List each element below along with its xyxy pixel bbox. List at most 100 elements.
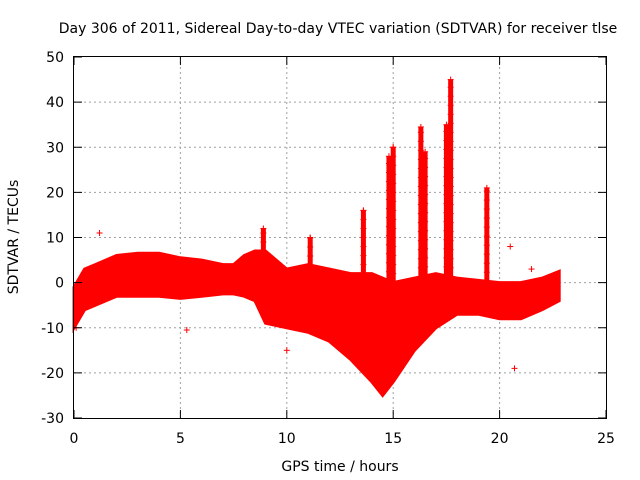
spike-marker: [360, 270, 367, 277]
spike-marker: [447, 156, 454, 163]
x-tick-label: 10: [278, 431, 296, 447]
spike-marker: [390, 180, 397, 187]
spike-marker: [422, 182, 429, 189]
spike-marker: [390, 243, 397, 250]
y-axis-label: SDTVAR / TECUs: [6, 180, 22, 295]
spike-marker: [390, 261, 397, 268]
x-tick-label: 15: [384, 431, 402, 447]
y-tick-label: -10: [41, 321, 64, 337]
spike-marker: [307, 253, 314, 260]
spike-marker: [390, 270, 397, 277]
spike-marker: [447, 147, 454, 154]
spike-marker: [447, 84, 454, 91]
spike-marker: [390, 225, 397, 232]
spike-marker: [447, 120, 454, 127]
spike-marker: [483, 260, 490, 267]
outlier-point: [511, 365, 518, 372]
sdtvar-point-band: [72, 249, 561, 398]
spike-marker: [422, 191, 429, 198]
plot-frame: [73, 56, 607, 419]
spike-peak-marker: [260, 225, 267, 232]
spike-marker: [447, 111, 454, 118]
spike-marker: [447, 93, 454, 100]
y-tick-labels: -30 -20 -10 0 10 20 30 40 50: [41, 50, 64, 427]
spike-marker: [422, 263, 429, 270]
spike-marker: [447, 255, 454, 262]
spike-marker: [390, 153, 397, 160]
spike-marker: [447, 102, 454, 109]
spike-marker: [422, 218, 429, 225]
spike-marker: [422, 245, 429, 252]
spike-marker: [417, 273, 424, 280]
spike-marker: [447, 237, 454, 244]
spike-marker: [390, 198, 397, 205]
spike-marker: [447, 129, 454, 136]
spike-marker: [483, 269, 490, 276]
y-tick-label: 10: [46, 231, 64, 247]
spike-marker: [447, 165, 454, 172]
spike-marker: [483, 206, 490, 213]
spike-marker: [422, 155, 429, 162]
spike-marker: [483, 233, 490, 240]
spike-peak-marker: [483, 184, 490, 191]
spike-marker: [422, 164, 429, 171]
spike-marker: [422, 200, 429, 207]
spike-marker: [447, 138, 454, 145]
spike-marker: [447, 192, 454, 199]
chart-title: Day 306 of 2011, Sidereal Day-to-day VTE…: [59, 21, 618, 37]
spike-marker: [483, 278, 490, 285]
spike-marker: [390, 234, 397, 241]
spike-marker: [260, 248, 267, 255]
spike-marker: [483, 197, 490, 204]
spike-peak-marker: [447, 76, 454, 83]
axis-ticks: [73, 56, 607, 419]
spike-marker: [390, 207, 397, 214]
y-tick-label: 40: [46, 95, 64, 111]
x-axis-label: GPS time / hours: [281, 459, 398, 475]
spike-marker: [307, 262, 314, 269]
spike-peak-marker: [417, 123, 424, 130]
spike-marker: [483, 224, 490, 231]
data-points: [72, 76, 561, 398]
y-tick-label: 20: [46, 185, 64, 201]
spike-marker: [483, 251, 490, 258]
spike-marker: [447, 183, 454, 190]
spike-marker: [422, 173, 429, 180]
spike-peak-marker: [360, 207, 367, 214]
y-tick-label: 0: [55, 276, 64, 292]
spike-marker: [447, 210, 454, 217]
outlier-point: [507, 243, 514, 250]
spike-marker: [390, 162, 397, 169]
spike-marker: [390, 252, 397, 259]
spike-marker: [360, 225, 367, 232]
spike-marker: [390, 171, 397, 178]
spike-marker: [360, 234, 367, 241]
spike-marker: [360, 243, 367, 250]
spike-peak-marker: [307, 234, 314, 241]
spike-marker: [307, 243, 314, 250]
spike-marker: [447, 174, 454, 181]
spike-marker: [422, 209, 429, 216]
outlier-point: [96, 229, 103, 236]
spike-marker: [447, 264, 454, 271]
spike-marker: [422, 254, 429, 261]
spike-marker: [422, 272, 429, 279]
spike-marker: [260, 239, 267, 246]
spike-marker: [390, 189, 397, 196]
spike-marker: [390, 216, 397, 223]
spike-marker: [422, 227, 429, 234]
outlier-point: [283, 347, 290, 354]
spike-marker: [422, 236, 429, 243]
spike-marker: [417, 138, 424, 145]
y-tick-label: -30: [41, 411, 64, 427]
y-tick-label: -20: [41, 366, 64, 382]
spike-peak-marker: [422, 148, 429, 155]
spike-marker: [390, 279, 397, 286]
spike-marker: [447, 219, 454, 226]
spike-marker: [417, 147, 424, 154]
x-tick-label: 5: [176, 431, 185, 447]
x-tick-label: 25: [597, 431, 615, 447]
spike-marker: [360, 252, 367, 259]
